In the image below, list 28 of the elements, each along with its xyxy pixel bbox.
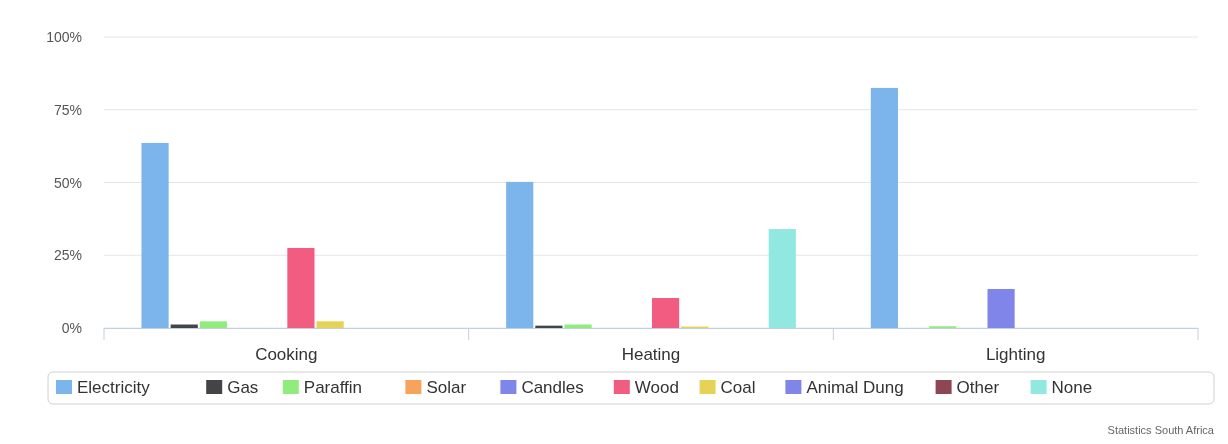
bar [199,321,227,328]
bar [652,298,680,328]
x-tick-label: Lighting [985,345,1046,364]
legend-label: Paraffin [303,378,363,397]
bar [316,321,344,328]
bar [870,87,898,328]
legend-label: Solar [426,378,467,397]
y-tick-label: 75% [53,101,82,118]
y-tick-label: 25% [53,247,82,264]
legend-label: Gas [227,378,259,397]
legend-label: Wood [634,378,679,397]
x-tick-label: Cooking [255,345,318,364]
bar [768,229,796,328]
legend-label: Candles [521,378,584,397]
x-tick-label: Heating [621,345,681,364]
y-tick-label: 0% [61,320,82,336]
bar [987,289,1015,328]
bar [141,142,169,328]
legend-label: Electricity [77,378,151,397]
y-tick-label: 100% [46,29,82,45]
y-tick-label: 50% [53,174,82,191]
legend-label: None [1051,378,1093,397]
legend-label: Other [956,378,1000,397]
legend-label: Coal [720,378,756,397]
legend-label: Animal Dung [806,378,904,397]
bar [506,181,534,328]
bar [287,247,315,328]
text: Statistics South Africa [1107,424,1215,436]
